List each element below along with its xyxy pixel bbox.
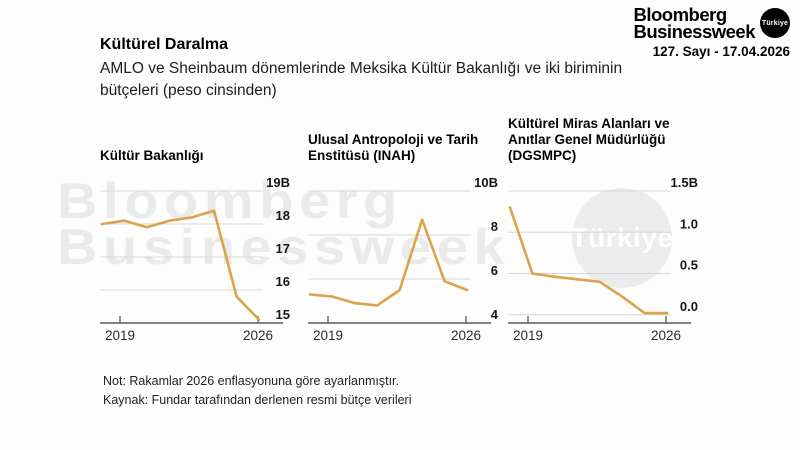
chart-2-plot: 10B 8 6 4 2019 2026 [308,175,499,343]
svg-text:0.0: 0.0 [680,299,698,314]
bloomberg-businessweek-logo: Bloomberg Businessweek [633,4,755,42]
svg-text:10B: 10B [474,175,498,190]
svg-text:0.5: 0.5 [680,258,698,273]
brand-logo-row: Bloomberg Businessweek Türkiye [633,4,790,42]
brand-logo-block: Bloomberg Businessweek Türkiye 127. Sayı… [633,4,790,59]
svg-text:18: 18 [276,208,290,223]
svg-text:8: 8 [491,219,498,234]
svg-text:17: 17 [276,241,290,256]
svg-text:4: 4 [491,307,499,322]
svg-text:19B: 19B [266,175,290,190]
svg-text:6: 6 [491,263,498,278]
turkiye-badge-label: Türkiye [761,19,789,27]
chart-subtitle: AMLO ve Sheinbaum dönemlerinde Meksika K… [100,60,623,99]
svg-text:15: 15 [276,307,290,322]
watermark-bloomberg-businessweek: Bloomberg Businessweek [57,173,511,275]
svg-text:2019: 2019 [513,328,543,343]
issue-date: 127. Sayı - 17.04.2026 [652,44,790,59]
chart-main-title: Kültürel Daralma [100,36,229,53]
svg-text:2026: 2026 [651,328,681,343]
note-line: Not: Rakamlar 2026 enflasyonuna göre aya… [103,374,399,388]
turkiye-badge-icon: Türkiye [760,8,790,38]
svg-text:1.0: 1.0 [680,216,698,231]
chart-3-plot: 1.5B 1.0 0.5 0.0 2019 2026 [508,175,698,343]
chart-inah: Ulusal Antropoloji ve Tarih Enstitüsü (I… [308,114,500,348]
watermark-turkiye-label: Türkiye [570,222,674,253]
footnotes: Not: Rakamlar 2026 enflasyonuna göre aya… [103,372,412,409]
watermark-turkiye-circle: Türkiye [570,188,674,288]
chart-1-title: Kültür Bakanlığı [100,148,204,163]
watermark-line-1: Bloomberg [57,173,403,229]
chart-1-plot: 19B 18 17 16 15 2019 2026 [100,175,290,343]
svg-text:1.5B: 1.5B [671,175,698,190]
chart-dgsmpc: Kültürel Miras Alanları ve Anıtlar Genel… [508,114,700,348]
chart-kultur-bakanligi: Kültür Bakanlığı 19B 18 17 16 15 2019 2026 [100,114,292,348]
chart-3-title: Kültürel Miras Alanları ve Anıtlar Genel… [508,116,670,163]
svg-text:2019: 2019 [105,328,135,343]
logo-line-bloomberg: Bloomberg [633,4,727,25]
source-line: Kaynak: Fundar tarafından derlenen resmi… [103,392,412,407]
headline-block: Kültürel Daralma AMLO ve Sheinbaum dönem… [100,36,680,101]
chart-2-title: Ulusal Antropoloji ve Tarih Enstitüsü (I… [308,132,479,163]
logo-line-businessweek: Businessweek [633,21,755,42]
watermark-line-2: Businessweek [57,219,511,275]
svg-text:2026: 2026 [451,328,481,343]
svg-text:2019: 2019 [313,328,343,343]
svg-text:2026: 2026 [243,328,273,343]
svg-text:16: 16 [276,274,290,289]
